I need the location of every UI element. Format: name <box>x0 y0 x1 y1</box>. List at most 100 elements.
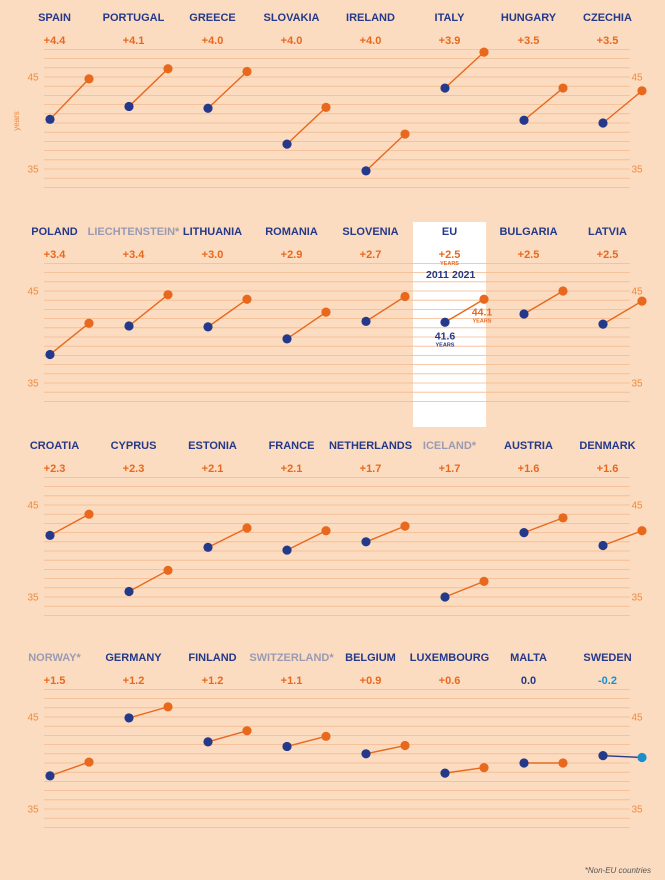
point-2021 <box>321 731 331 741</box>
point-2011 <box>598 118 608 128</box>
change-value: +3.4 <box>44 249 67 261</box>
point-2011 <box>440 768 450 778</box>
y-tick-right: 35 <box>631 593 643 604</box>
value-label-2021: 44.1 <box>472 306 493 318</box>
series-line <box>523 290 564 315</box>
change-value: +3.4 <box>123 249 146 261</box>
change-value: +4.0 <box>202 35 224 47</box>
change-value: +1.1 <box>281 675 303 687</box>
point-2011 <box>598 540 608 551</box>
row-grid-3: 35 35 45 45 <box>27 476 643 616</box>
point-2021 <box>479 294 489 304</box>
point-2011 <box>45 530 55 540</box>
y-tick-left: 35 <box>27 593 39 604</box>
series-line <box>128 294 169 327</box>
point-2011 <box>598 319 608 329</box>
point-2021 <box>321 526 331 536</box>
change-value: +2.5 <box>518 249 540 261</box>
panel-slovenia: SLOVENIA +2.7 <box>342 226 410 326</box>
panel-finland: FINLAND +1.2 <box>188 652 252 747</box>
point-2011 <box>203 103 213 113</box>
point-2011 <box>203 542 213 552</box>
year-end-label: 2021 <box>452 269 476 281</box>
country-name: CYPRUS <box>111 440 157 452</box>
country-name: GREECE <box>189 12 235 24</box>
country-name: FRANCE <box>269 440 315 452</box>
change-value: +1.5 <box>44 675 66 687</box>
series-line <box>128 706 169 719</box>
panel-croatia: CROATIA +2.3 <box>30 440 94 540</box>
country-name: BELGIUM <box>345 652 396 664</box>
point-2021 <box>558 758 568 768</box>
change-value: +2.3 <box>123 463 145 475</box>
series-line <box>49 761 90 777</box>
point-2021 <box>558 286 568 296</box>
y-tick-right: 45 <box>631 501 643 512</box>
panel-denmark: DENMARK +1.6 <box>579 440 647 551</box>
country-name: EU <box>442 226 457 238</box>
point-2011 <box>361 316 371 326</box>
country-name: NETHERLANDS <box>329 440 412 452</box>
panel-norway: NORWAY* +1.5 <box>28 652 94 781</box>
change-value: +1.6 <box>597 463 619 475</box>
series-line <box>365 133 406 172</box>
change-value: +3.9 <box>439 35 461 47</box>
country-name: CROATIA <box>30 440 79 452</box>
point-2021 <box>163 702 173 712</box>
series-line <box>602 530 643 547</box>
country-name: POLAND <box>31 226 78 238</box>
point-2021 <box>400 521 410 531</box>
change-value: -0.2 <box>598 675 617 687</box>
series-line <box>365 525 406 543</box>
series-line <box>207 527 248 548</box>
panel-bulgaria: BULGARIA +2.5 <box>499 226 568 319</box>
point-2021 <box>400 291 410 302</box>
country-name: GERMANY <box>105 652 162 664</box>
series-line <box>365 295 406 322</box>
point-2011 <box>361 166 371 176</box>
point-2021 <box>163 290 173 300</box>
change-value: +3.5 <box>597 35 619 47</box>
point-2021 <box>400 740 410 751</box>
point-2021 <box>479 763 489 773</box>
y-tick-right: 35 <box>631 165 643 176</box>
country-name: CZECHIA <box>583 12 632 24</box>
row-bands: 35 35 45 45 years 35 35 45 45 35 35 45 45 35 35 45 45 <box>12 49 643 828</box>
change-value: +4.1 <box>123 35 145 47</box>
change-value: +2.1 <box>281 463 303 475</box>
point-2011 <box>282 334 292 344</box>
change-value: +0.9 <box>360 675 382 687</box>
panel-poland: POLAND +3.4 <box>31 226 94 360</box>
country-name: LIECHTENSTEIN* <box>88 226 180 238</box>
change-value: +3.5 <box>518 35 540 47</box>
series-line <box>523 87 564 121</box>
point-2011 <box>440 83 450 93</box>
y-tick-right: 45 <box>631 287 643 298</box>
series-line <box>286 735 327 748</box>
point-2021 <box>558 513 568 523</box>
panel-czechia: CZECHIA +3.5 <box>583 12 647 128</box>
point-2011 <box>124 713 134 723</box>
country-name: SWEDEN <box>583 652 631 664</box>
point-2021 <box>637 86 647 96</box>
country-name: SLOVENIA <box>342 226 398 238</box>
country-name: FINLAND <box>188 652 236 664</box>
country-name: SLOVAKIA <box>263 12 319 24</box>
panel-hungary: HUNGARY +3.5 <box>501 12 568 125</box>
point-2021 <box>242 66 252 77</box>
point-2011 <box>440 317 450 327</box>
value-unit-2011: YEARS <box>436 342 455 348</box>
country-name: ICELAND* <box>423 440 477 452</box>
point-2021 <box>479 47 489 57</box>
point-2011 <box>124 101 134 112</box>
change-value: +4.0 <box>281 35 303 47</box>
y-tick-left: 35 <box>27 165 39 176</box>
country-name: PORTUGAL <box>103 12 165 24</box>
panel-sweden: SWEDEN -0.2 <box>583 652 647 763</box>
point-2021 <box>84 74 94 84</box>
series-line <box>602 754 643 759</box>
panel-france: FRANCE +2.1 <box>269 440 331 555</box>
